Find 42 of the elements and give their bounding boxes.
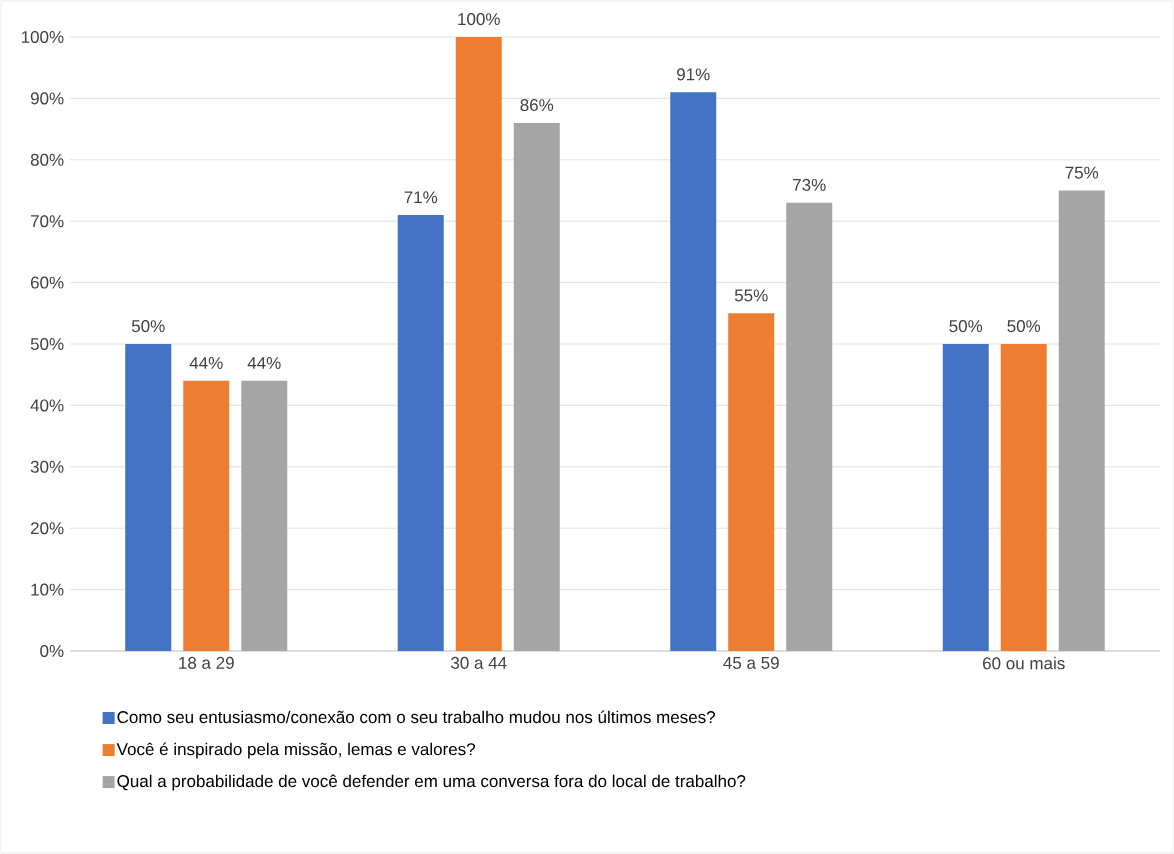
bar	[1000, 344, 1047, 651]
y-tick-label: 0%	[40, 644, 64, 658]
legend-label: Qual a probabilidade de você defender em uma conversa fora do local de trabalho?	[117, 774, 746, 791]
y-tick-label: 80%	[30, 153, 64, 166]
x-tick-label: 45 a 59	[723, 656, 779, 669]
y-tick-label: 10%	[31, 583, 64, 596]
data-label: 91%	[677, 68, 710, 81]
legend-label: Como seu entusiasmo/conexão com o seu trabalho mudou nos últimos meses?	[117, 710, 715, 724]
bar	[1058, 190, 1105, 651]
bar	[125, 344, 172, 651]
data-label: 86%	[520, 99, 554, 112]
data-label: 55%	[734, 289, 768, 302]
bar	[786, 202, 833, 651]
data-label: 44%	[247, 357, 281, 369]
y-tick-label: 40%	[30, 399, 64, 412]
bar	[513, 122, 560, 651]
data-label: 50%	[949, 320, 983, 333]
bar	[455, 36, 502, 651]
x-tick-label: 18 a 29	[179, 656, 234, 669]
y-tick-label: 60%	[30, 276, 64, 289]
bar	[183, 380, 230, 651]
bar	[241, 380, 288, 651]
x-tick-label: 60 ou mais	[983, 656, 1065, 670]
data-label: 71%	[404, 191, 438, 204]
y-tick-label: 100%	[21, 30, 64, 44]
bar	[670, 92, 717, 651]
data-label: 50%	[131, 320, 165, 333]
y-tick-label: 30%	[30, 460, 64, 473]
y-tick-label: 20%	[30, 522, 64, 535]
data-label: 50%	[1007, 320, 1041, 333]
x-tick-label: 30 a 44	[451, 656, 507, 669]
legend-label: Você é inspirado pela missão, lemas e valores?	[116, 742, 476, 759]
bar	[397, 215, 444, 651]
data-label: 100%	[458, 13, 500, 26]
y-tick-label: 70%	[30, 215, 64, 228]
bar	[728, 313, 775, 651]
y-tick-label: 90%	[30, 92, 64, 105]
data-label: 75%	[1065, 166, 1099, 179]
data-label: 44%	[189, 357, 223, 369]
y-tick-label: 50%	[30, 337, 64, 351]
bar	[942, 344, 989, 651]
data-label: 73%	[793, 178, 826, 191]
